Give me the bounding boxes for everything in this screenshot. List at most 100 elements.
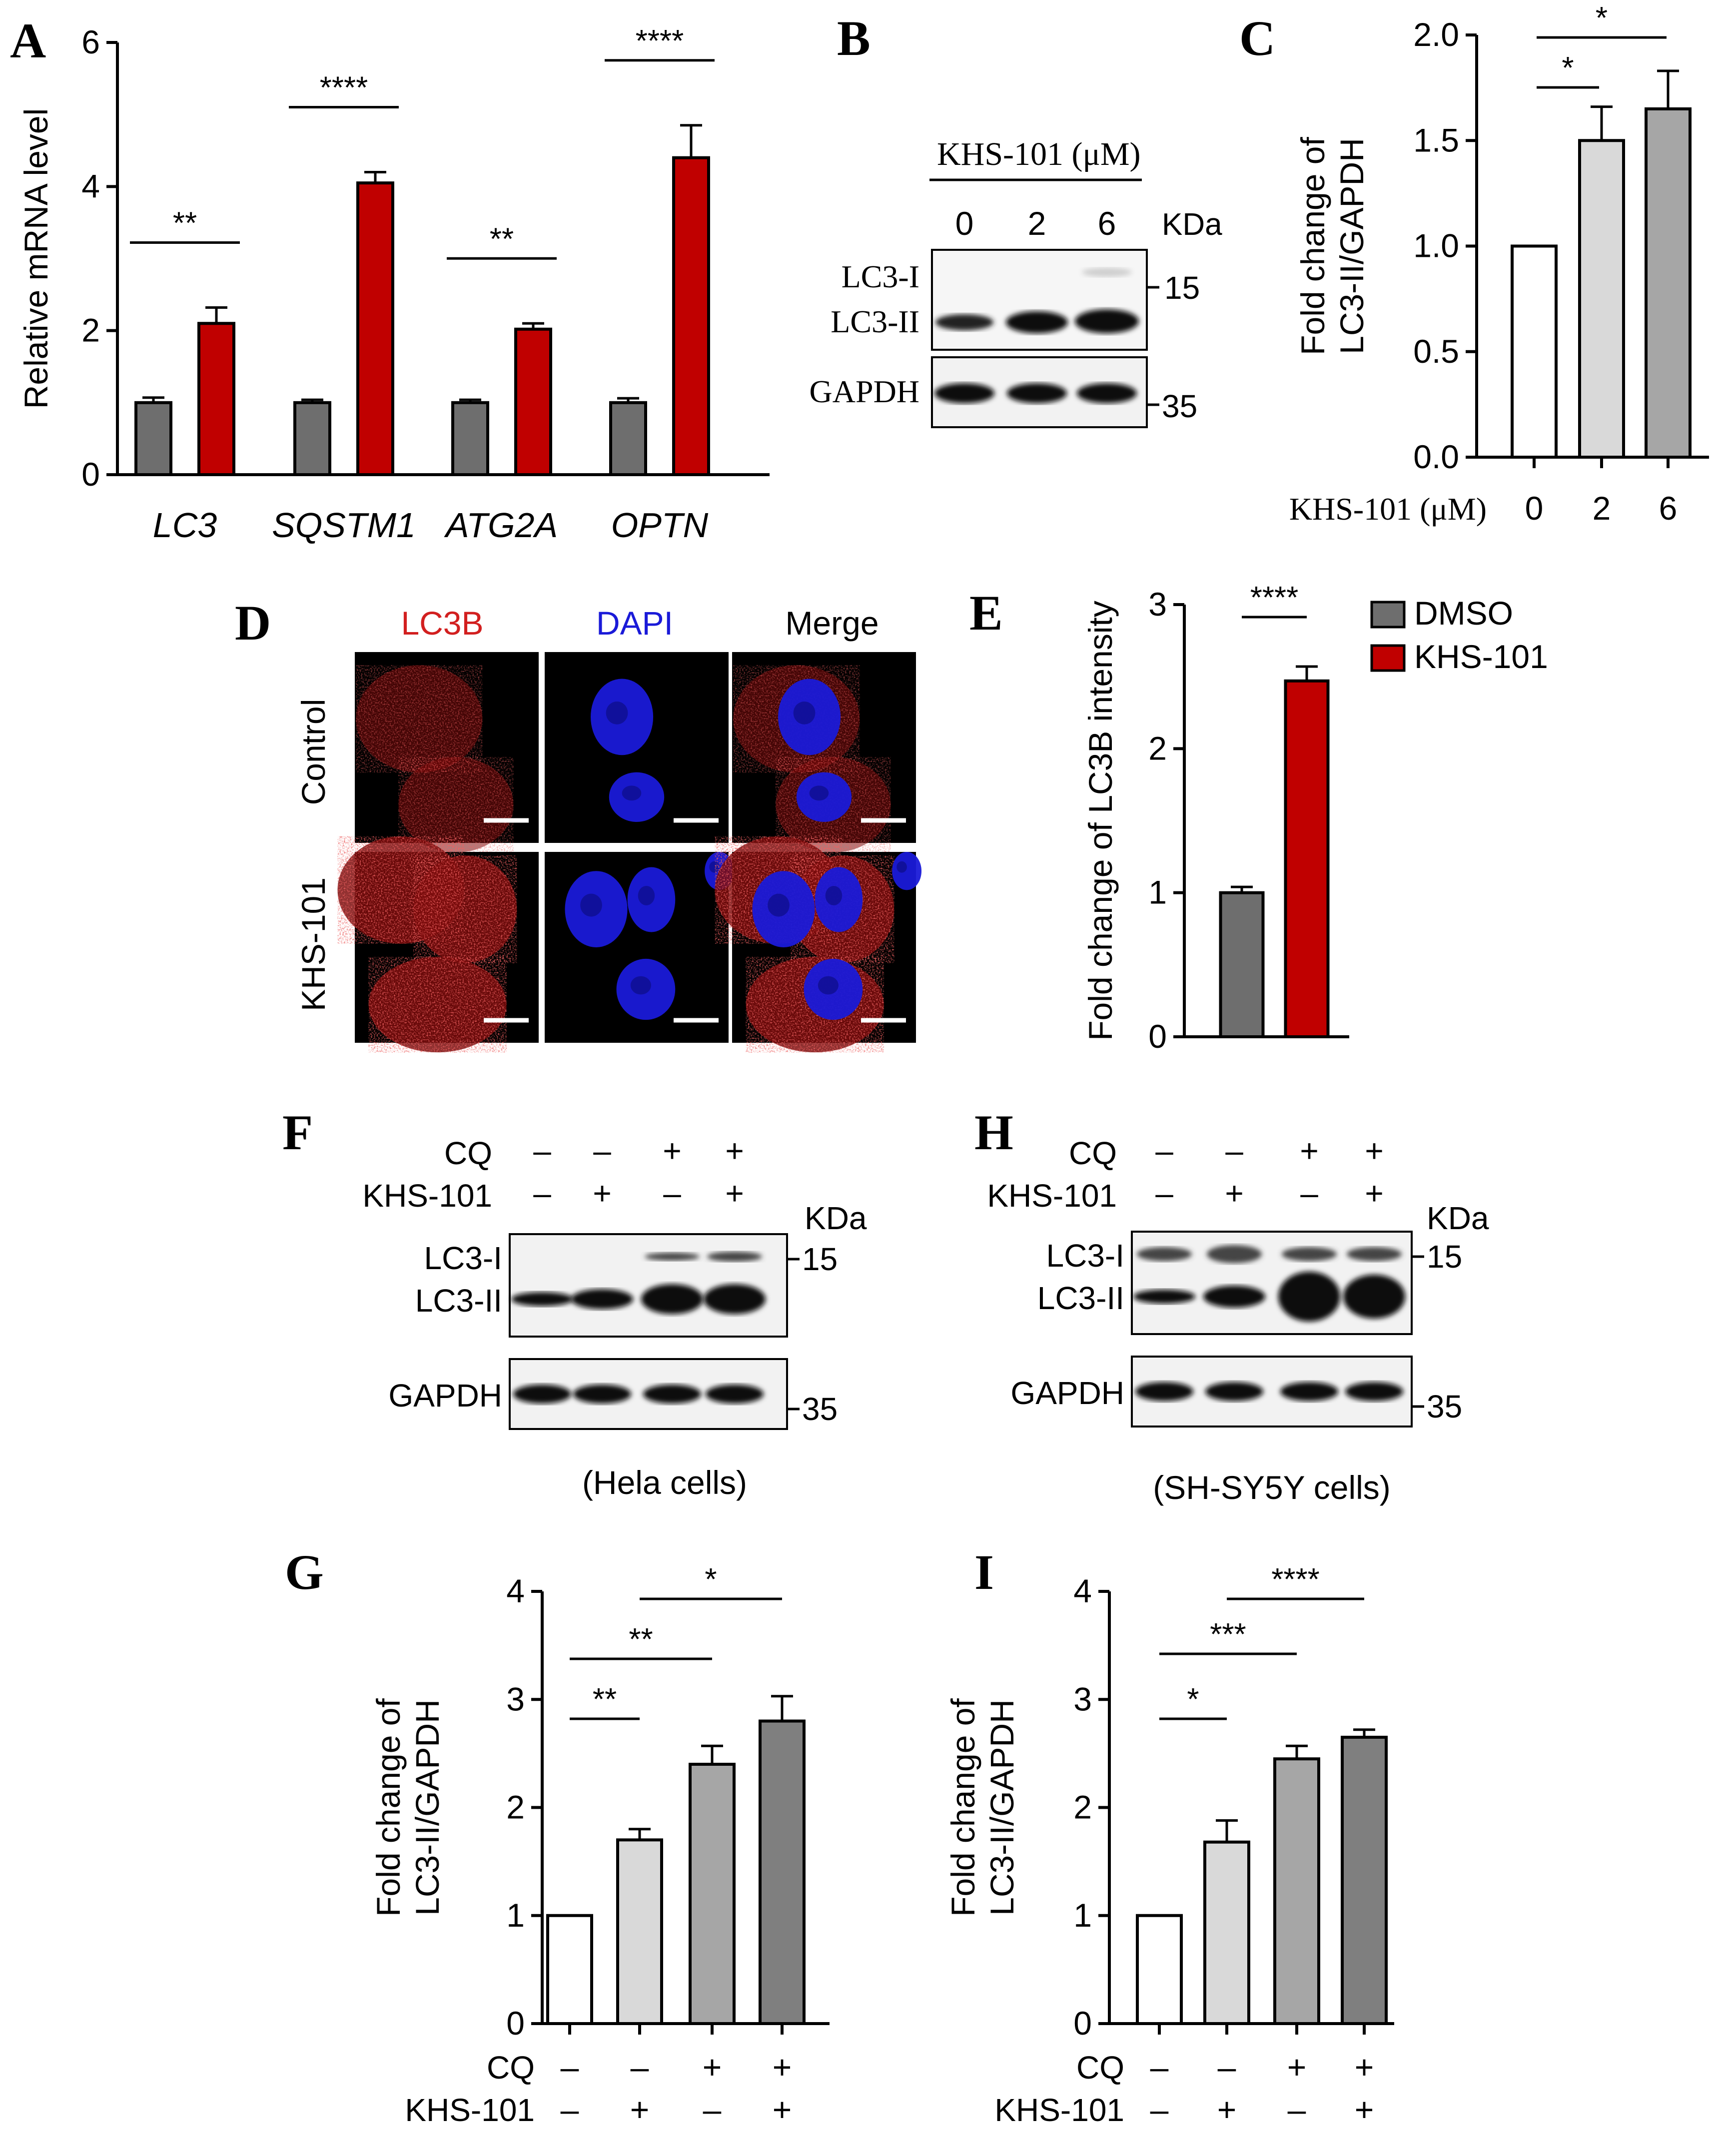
micrograph-dapi-khs-nucleolus bbox=[638, 886, 655, 905]
chart-g-bar bbox=[546, 1914, 593, 2025]
panel-letter-e: E bbox=[969, 585, 1003, 641]
blot-h-khs-sign: + bbox=[1225, 1175, 1243, 1211]
chart-i-ytick-label: 4 bbox=[1073, 1572, 1092, 1609]
chart-g-row-label-cq: CQ bbox=[487, 2050, 535, 2086]
blot-h-lc3ii-band bbox=[1203, 1286, 1265, 1308]
blot-b-label-gapdh: GAPDH bbox=[810, 374, 919, 409]
legend-label-dmso: DMSO bbox=[1414, 595, 1513, 632]
chart-c-ylabel: Fold change ofLC3-II/GAPDH bbox=[1294, 137, 1370, 355]
blot-h-khs-sign: + bbox=[1365, 1175, 1383, 1211]
chart-i-cq-value: + bbox=[1355, 2049, 1374, 2086]
blot-h-lc3ii-band bbox=[1133, 1290, 1195, 1304]
blot-f-lc3ii-band bbox=[641, 1284, 703, 1314]
blot-b-lc3ii-lane-2 bbox=[1075, 309, 1139, 333]
blot-f-cq-sign: + bbox=[663, 1133, 681, 1169]
blot-b-label-lc3i: LC3-I bbox=[842, 259, 919, 294]
micrograph-dapi-khs-nucleolus bbox=[709, 861, 720, 873]
blot-f-row-khs: KHS-101 bbox=[362, 1178, 492, 1214]
micrograph-dapi-control-nucleolus bbox=[622, 785, 642, 801]
chart-g-cq-value: + bbox=[703, 2049, 722, 2086]
blot-h-gapdh-band bbox=[1135, 1382, 1193, 1401]
blot-f-lc3i-band bbox=[645, 1253, 700, 1261]
blot-h-cq-sign: + bbox=[1365, 1133, 1383, 1169]
panel-letter-h: H bbox=[974, 1105, 1013, 1160]
blot-f-lc3ii-band bbox=[704, 1284, 766, 1314]
blot-f-caption: (Hela cells) bbox=[582, 1464, 747, 1501]
chart-g-ytick-label: 3 bbox=[506, 1680, 525, 1717]
chart-c-bar bbox=[1511, 244, 1558, 459]
micrograph-merge-khs-nucleus bbox=[892, 852, 922, 890]
blot-h-cq-sign: + bbox=[1300, 1133, 1318, 1169]
blot-b-membrane-lc3 bbox=[931, 249, 1148, 351]
blot-b-lane-0: 0 bbox=[955, 205, 974, 242]
chart-g-sig-label: ** bbox=[593, 1682, 617, 1717]
blot-f-kda: KDa bbox=[805, 1200, 867, 1236]
blot-h-gapdh-band bbox=[1345, 1382, 1403, 1401]
chart-a-ylabel: Relative mRNA level bbox=[17, 108, 54, 409]
blot-f-gapdh-band bbox=[573, 1385, 631, 1404]
chart-c-ytick-label: 2.0 bbox=[1413, 16, 1459, 53]
blot-b-kda: KDa bbox=[1162, 207, 1222, 242]
blot-h-cq-sign: – bbox=[1155, 1133, 1173, 1169]
micrograph-merge-khs-nucleolus bbox=[896, 861, 907, 873]
blot-h-cq-sign: – bbox=[1225, 1133, 1243, 1169]
blot-f-cq-sign: – bbox=[533, 1133, 551, 1169]
chart-a-bar bbox=[609, 401, 647, 476]
legend-swatch-dmso bbox=[1370, 601, 1406, 629]
micro-col-lc3b: LC3B bbox=[401, 605, 483, 642]
blot-h-marker-35: 35 bbox=[1427, 1389, 1462, 1425]
chart-i-ytick-label: 1 bbox=[1073, 1897, 1092, 1934]
chart-e: 0 1 2 3 Fold change of LC3B intensity **** bbox=[1082, 581, 1349, 1055]
chart-g-bar bbox=[759, 1719, 806, 2025]
blot-f-row-cq: CQ bbox=[444, 1135, 492, 1171]
blot-f-lc3ii-band bbox=[571, 1289, 633, 1309]
micrograph-merge-control-nucleolus bbox=[793, 701, 816, 724]
legend-label-khs: KHS-101 bbox=[1414, 638, 1548, 675]
blot-f-khs-sign: + bbox=[593, 1175, 611, 1211]
chart-i-row-label-cq: CQ bbox=[1076, 2050, 1124, 2086]
micro-row-control: Control bbox=[295, 699, 332, 805]
blot-b-label-lc3ii: LC3-II bbox=[831, 304, 919, 339]
chart-i-ytick-label: 2 bbox=[1073, 1789, 1092, 1826]
chart-i-sig-label: * bbox=[1187, 1682, 1199, 1717]
panel-letter-d: D bbox=[235, 595, 271, 651]
blot-h-lc3i-band bbox=[1347, 1247, 1402, 1261]
chart-a-bar bbox=[134, 401, 172, 476]
blot-b-lc3ii-lane-1 bbox=[1006, 311, 1068, 333]
chart-c-ytick-label: 1.0 bbox=[1413, 227, 1459, 264]
micrograph-merge-khs-nucleolus bbox=[818, 976, 839, 995]
chart-i-cq-value: + bbox=[1287, 2049, 1307, 2086]
blot-h-gapdh-band bbox=[1205, 1382, 1263, 1401]
blot-b-lane-6: 6 bbox=[1098, 205, 1116, 242]
micrograph-dapi-khs-nucleolus bbox=[630, 976, 652, 995]
blot-h-label-gapdh: GAPDH bbox=[1010, 1375, 1124, 1411]
chart-a-sig-label: ** bbox=[173, 206, 197, 241]
micro-row-khs: KHS-101 bbox=[295, 877, 332, 1011]
micrograph-merge-khs-nucleolus bbox=[825, 886, 843, 905]
blot-f-gapdh-band bbox=[643, 1385, 701, 1404]
blot-b-title: KHS-101 (μM) bbox=[937, 136, 1141, 172]
chart-c-sig-label: * bbox=[1562, 51, 1574, 85]
chart-c-ytick-label: 1.5 bbox=[1413, 121, 1459, 158]
chart-g-bar bbox=[689, 1763, 736, 2025]
chart-c-ytick-label: 0.5 bbox=[1413, 333, 1459, 370]
chart-i-sig-label: **** bbox=[1271, 1562, 1320, 1597]
panel-letter-b: B bbox=[837, 10, 870, 66]
chart-g-cq-value: – bbox=[631, 2049, 649, 2086]
blot-b-marker-15: 15 bbox=[1164, 270, 1200, 306]
chart-i-row-label-khs: KHS-101 bbox=[994, 2092, 1124, 2128]
micrograph-lc3b-khs-puncta bbox=[413, 855, 517, 963]
chart-e-ytick-label: 0 bbox=[1148, 1018, 1167, 1055]
blot-h-khs-sign: – bbox=[1155, 1175, 1173, 1211]
chart-a-bar bbox=[451, 401, 489, 476]
chart-i-bar bbox=[1203, 1840, 1250, 2025]
chart-i-bar bbox=[1341, 1735, 1388, 2025]
chart-c-xtick-label: 2 bbox=[1593, 490, 1611, 527]
blot-h-label-lc3i: LC3-I bbox=[1046, 1238, 1125, 1274]
micro-col-merge: Merge bbox=[785, 605, 878, 642]
western-blot-b: KHS-101 (μM) 0 2 6 KDa LC3-I LC3-II 15 G… bbox=[810, 136, 1222, 428]
micrographs-d: LC3B DAPI Merge Control KHS-101 bbox=[295, 605, 922, 1053]
chart-a-bar bbox=[356, 181, 394, 476]
blot-f-cq-sign: – bbox=[593, 1133, 611, 1169]
blot-h-gapdh-band bbox=[1280, 1382, 1338, 1401]
